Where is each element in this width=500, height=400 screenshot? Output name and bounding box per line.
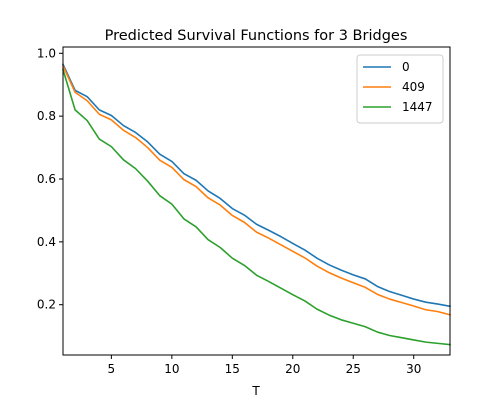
y-axis-ticks: 0.2 0.4 0.6 0.8 1.0 xyxy=(37,46,63,312)
plot-frame xyxy=(62,46,451,356)
x-tick-label: 25 xyxy=(346,362,361,376)
legend-items: 0 409 1447 xyxy=(363,60,433,114)
x-tick-label: 10 xyxy=(164,362,179,376)
chart-title: Predicted Survival Functions for 3 Bridg… xyxy=(105,28,408,44)
series-line-0 xyxy=(61,63,451,308)
y-tick-label: 0.2 xyxy=(37,298,56,312)
x-axis-ticks: 5 10 15 20 25 30 xyxy=(108,355,421,376)
series-layer xyxy=(61,63,451,346)
x-tick-label: 15 xyxy=(225,362,240,376)
x-tick-label: 5 xyxy=(108,362,116,376)
x-tick-label: 30 xyxy=(406,362,421,376)
legend-label-0: 0 xyxy=(402,60,410,74)
y-tick-label: 0.4 xyxy=(37,235,56,249)
series-line-1447 xyxy=(62,68,451,346)
y-tick-label: 0.8 xyxy=(37,109,56,123)
series-line-409 xyxy=(61,64,451,316)
legend-box xyxy=(356,54,444,124)
legend-label-409: 409 xyxy=(402,80,425,94)
y-tick-label: 1.0 xyxy=(37,46,56,60)
x-tick-label: 20 xyxy=(285,362,300,376)
legend-label-1447: 1447 xyxy=(402,100,433,114)
legend: 0 409 1447 xyxy=(356,54,444,124)
x-axis-label: T xyxy=(251,384,260,398)
y-tick-label: 0.6 xyxy=(37,172,56,186)
